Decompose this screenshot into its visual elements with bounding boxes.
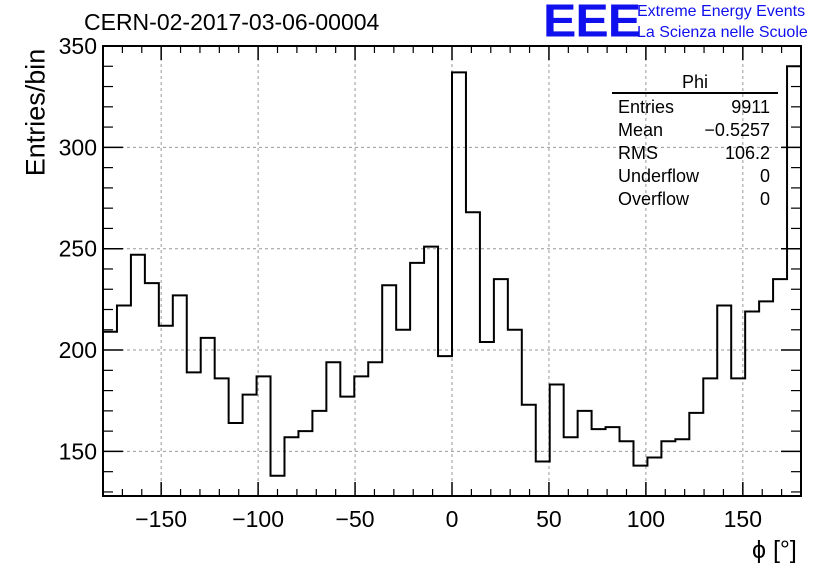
stats-label: Mean — [618, 120, 664, 140]
stats-value: −0.5257 — [704, 120, 770, 140]
stats-label: Underflow — [618, 166, 700, 186]
chart-title: CERN-02-2017-03-06-00004 — [84, 9, 380, 35]
stats-title: Phi — [681, 72, 708, 92]
stats-divider — [612, 92, 778, 94]
y-tick-label: 250 — [59, 236, 97, 262]
y-tick-label: 200 — [59, 337, 97, 363]
stats-row: Entries 9911 — [612, 96, 778, 119]
stats-label: Overflow — [618, 189, 690, 209]
x-tick-label: 100 — [627, 506, 665, 532]
stats-box: Phi Entries 9911 Mean −0.5257 RMS 106.2 Und… — [612, 72, 778, 211]
stats-value: 0 — [759, 166, 770, 186]
y-tick-label: 150 — [59, 438, 97, 464]
x-tick-label: −100 — [232, 506, 284, 532]
y-tick-label: 300 — [59, 134, 97, 160]
x-axis-label: ϕ [°] — [752, 536, 797, 564]
logo-line-1: Extreme Energy Events — [637, 3, 806, 20]
stats-value: 9911 — [731, 97, 770, 117]
x-tick-label: −50 — [336, 506, 375, 532]
axis-ticks — [102, 45, 802, 496]
x-tick-label: 150 — [724, 506, 762, 532]
stats-value: 0 — [759, 189, 770, 209]
stats-value: 106.2 — [724, 143, 770, 163]
stats-label: RMS — [618, 143, 658, 163]
x-tick-label: −150 — [135, 506, 187, 532]
histogram-line — [103, 65, 801, 477]
logo-line-2: La Scienza nelle Scuole — [637, 24, 808, 41]
x-tick-label: 0 — [446, 506, 459, 532]
tick-labels: −150 −100 −50 0 50 100 150 150 200 250 300 350 — [59, 33, 762, 532]
x-tick-label: 50 — [536, 506, 562, 532]
y-tick-label: 350 — [59, 33, 97, 59]
stats-row: RMS 106.2 — [612, 142, 778, 165]
stats-label: Entries — [618, 97, 675, 117]
stats-row: Underflow 0 — [612, 165, 778, 188]
stats-row: Mean −0.5257 — [612, 119, 778, 142]
plot-frame — [102, 45, 802, 497]
stats-row: Overflow 0 — [612, 188, 778, 211]
y-axis-label: Entries/bin — [20, 48, 51, 177]
logo-mark: EEE — [543, 0, 641, 47]
